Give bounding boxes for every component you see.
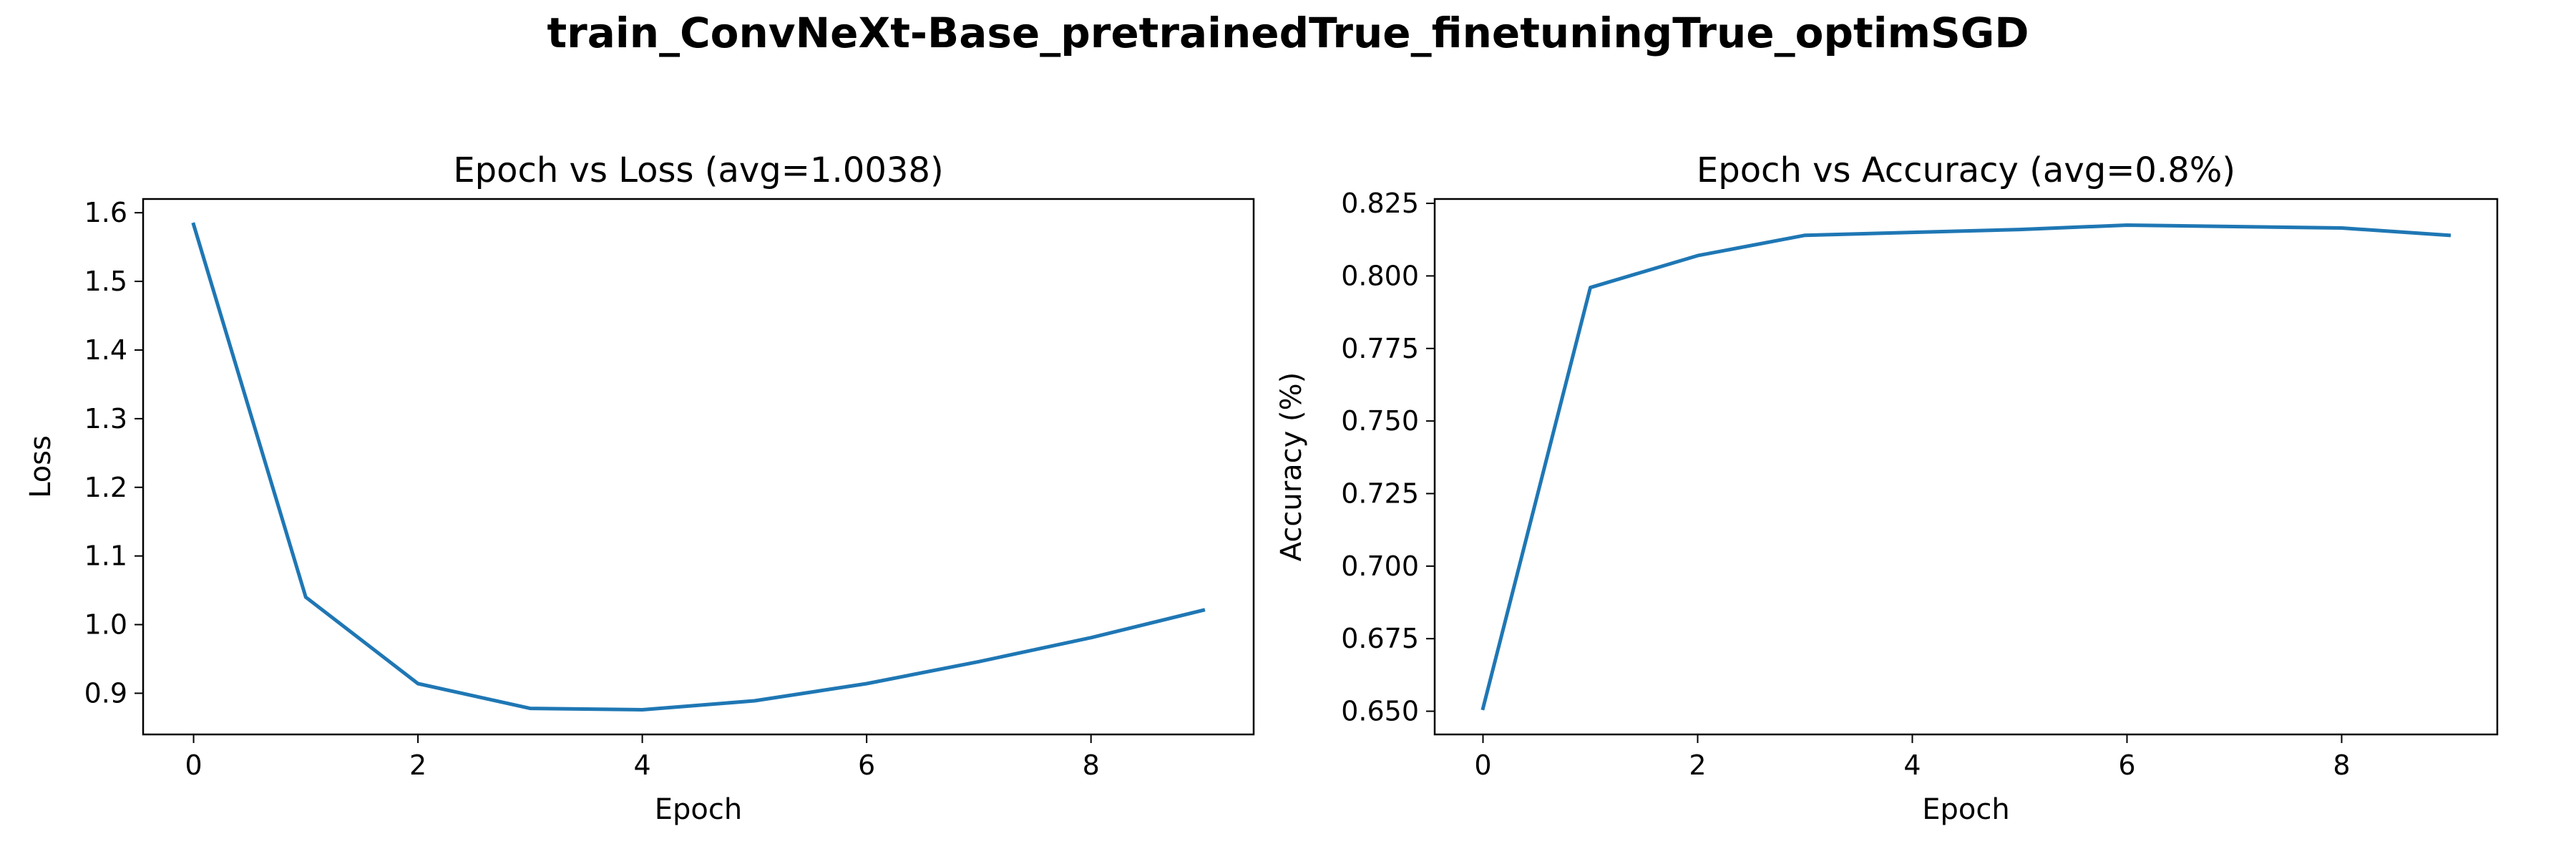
chart-title: Epoch vs Accuracy (avg=0.8%) [1697,150,2235,190]
y-tick-label: 1.3 [84,403,127,435]
y-tick-label: 0.675 [1341,623,1419,654]
x-tick-label: 2 [1689,749,1706,781]
plot-frame [142,198,1255,736]
chart-accuracy: Epoch vs Accuracy (avg=0.8%) 0 2 4 6 8 0.650 0.… [1275,150,2499,826]
y-tick-label: 1.5 [84,266,127,297]
x-tick-label: 4 [634,749,651,781]
y-tick-label: 1.1 [84,540,127,572]
chart-loss: Epoch vs Loss (avg=1.0038) 0 2 4 6 8 0.9 1.0 1.1… [24,150,1255,826]
series-line-accuracy [1480,223,2451,711]
y-tick-label: 1.6 [84,197,127,228]
x-tick-label: 8 [2333,749,2350,781]
figure-title: train_ConvNeXt-Base_pretrainedTrue_finet… [547,9,2029,57]
series-line-loss [191,222,1206,712]
x-tick-label: 0 [185,749,202,781]
y-tick-label: 0.800 [1341,260,1419,291]
y-tick-label: 1.0 [84,609,127,641]
y-tick-label: 1.2 [84,472,127,503]
y-axis-label: Loss [24,435,57,498]
x-tick-label: 0 [1474,749,1491,781]
y-tick-label: 0.725 [1341,478,1419,510]
y-tick-label: 0.750 [1341,405,1419,437]
y-tick-label: 0.775 [1341,333,1419,364]
y-tick-label: 1.4 [84,334,127,366]
y-tick-label: 0.9 [84,677,127,709]
x-tick-label: 6 [2118,749,2135,781]
y-axis-label: Accuracy (%) [1275,372,1308,562]
y-tick-label: 0.650 [1341,696,1419,727]
x-axis-label: Epoch [655,793,742,826]
x-tick-label: 4 [1903,749,1921,781]
y-tick-label: 0.825 [1341,188,1419,219]
x-tick-label: 2 [409,749,426,781]
plot-frame [1433,198,2499,736]
x-tick-label: 6 [858,749,875,781]
y-tick-label: 0.700 [1341,550,1419,582]
chart-title: Epoch vs Loss (avg=1.0038) [453,150,943,190]
x-tick-label: 8 [1083,749,1100,781]
x-axis-label: Epoch [1922,793,2009,826]
